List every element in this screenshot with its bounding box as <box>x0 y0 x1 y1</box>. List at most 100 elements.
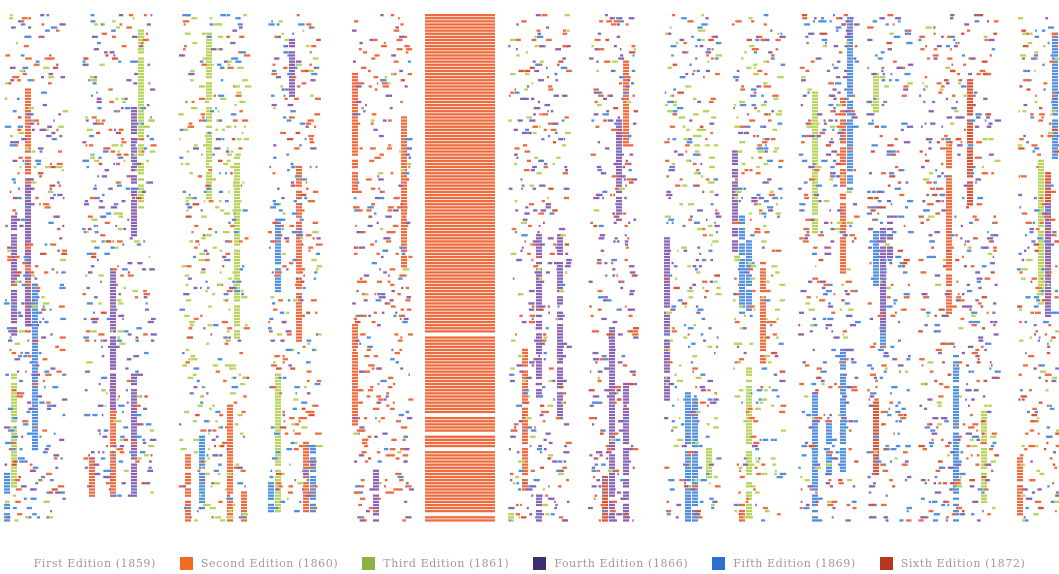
revision-mark <box>116 339 122 342</box>
revision-mark <box>219 413 224 417</box>
revision-mark <box>110 423 116 426</box>
revision-mark <box>294 97 299 100</box>
revision-mark <box>547 404 554 407</box>
revision-mark <box>615 203 618 206</box>
revision-mark <box>736 187 742 190</box>
revision-mark <box>198 175 201 178</box>
revision-mark <box>138 35 144 38</box>
revision-mark <box>623 82 629 85</box>
revision-mark <box>691 35 694 38</box>
revision-mark <box>314 79 316 82</box>
revision-mark <box>536 234 542 237</box>
revision-mark <box>401 156 407 159</box>
revision-mark <box>98 472 101 476</box>
revision-mark <box>600 432 604 435</box>
revision-mark <box>275 283 281 286</box>
revision-mark <box>508 516 514 519</box>
revision-mark <box>46 14 50 17</box>
revision-mark <box>522 386 528 389</box>
revision-mark <box>425 234 495 237</box>
revision-mark <box>223 293 229 296</box>
revision-mark <box>32 324 38 327</box>
revision-mark <box>732 159 738 162</box>
revision-mark <box>275 472 282 476</box>
revision-mark <box>208 432 210 435</box>
revision-mark <box>51 488 58 491</box>
revision-mark <box>278 271 282 274</box>
revision-mark <box>42 429 48 432</box>
revision-mark <box>352 85 358 88</box>
revision-mark <box>268 23 275 26</box>
revision-mark <box>127 333 132 336</box>
revision-mark <box>352 29 357 32</box>
revision-mark <box>7 339 13 342</box>
revision-mark <box>286 153 290 156</box>
revision-mark <box>701 317 706 321</box>
revision-mark <box>287 299 291 302</box>
revision-mark <box>106 240 112 243</box>
revision-mark <box>732 172 738 175</box>
revision-mark <box>32 429 38 432</box>
revision-mark <box>826 454 832 457</box>
revision-mark <box>529 513 533 516</box>
revision-mark <box>425 379 495 383</box>
revision-mark <box>616 125 622 128</box>
revision-mark <box>131 463 137 466</box>
revision-mark <box>692 153 699 156</box>
revision-mark <box>138 206 144 209</box>
revision-mark <box>227 494 230 497</box>
revision-mark <box>425 255 495 259</box>
revision-mark <box>772 128 778 131</box>
revision-mark <box>623 410 629 414</box>
revision-mark <box>632 373 636 376</box>
revision-mark <box>425 215 495 218</box>
revision-mark <box>518 69 525 73</box>
revision-mark <box>235 255 241 259</box>
revision-mark <box>143 125 150 128</box>
revision-mark <box>631 82 634 85</box>
revision-mark <box>557 373 563 376</box>
revision-mark <box>812 482 818 485</box>
revision-mark <box>760 286 766 290</box>
revision-mark <box>215 138 222 141</box>
revision-mark <box>373 128 378 131</box>
revision-mark <box>131 395 137 398</box>
revision-mark <box>697 420 700 423</box>
revision-mark <box>241 131 244 135</box>
revision-mark <box>739 358 744 361</box>
revision-mark <box>352 147 358 150</box>
revision-mark <box>694 144 700 147</box>
revision-mark <box>234 234 240 237</box>
revision-mark <box>223 299 226 302</box>
revision-mark <box>559 361 563 364</box>
revision-mark <box>373 469 379 472</box>
revision-mark <box>597 141 601 144</box>
revision-mark <box>101 355 105 358</box>
revision-mark <box>30 302 33 305</box>
revision-mark <box>352 181 358 184</box>
revision-mark <box>86 165 89 169</box>
revision-mark <box>136 327 142 330</box>
revision-mark <box>633 336 639 339</box>
revision-mark <box>671 330 677 333</box>
revision-mark <box>598 485 602 488</box>
revision-mark <box>692 475 698 479</box>
revision-mark <box>315 97 321 100</box>
revision-mark <box>380 296 386 299</box>
revision-mark <box>206 76 212 79</box>
revision-mark <box>709 165 715 169</box>
revision-mark <box>425 451 495 454</box>
revision-mark <box>751 196 758 200</box>
revision-mark <box>739 327 744 330</box>
revision-mark <box>352 364 358 367</box>
revision-mark <box>179 423 182 426</box>
revision-mark <box>142 38 149 42</box>
revision-mark <box>604 60 611 63</box>
revision-mark <box>87 485 92 488</box>
revision-mark <box>297 85 301 88</box>
revision-mark <box>536 367 542 370</box>
revision-mark <box>48 82 52 85</box>
revision-mark <box>529 203 535 206</box>
revision-mark <box>393 488 399 491</box>
revision-mark <box>299 227 302 231</box>
